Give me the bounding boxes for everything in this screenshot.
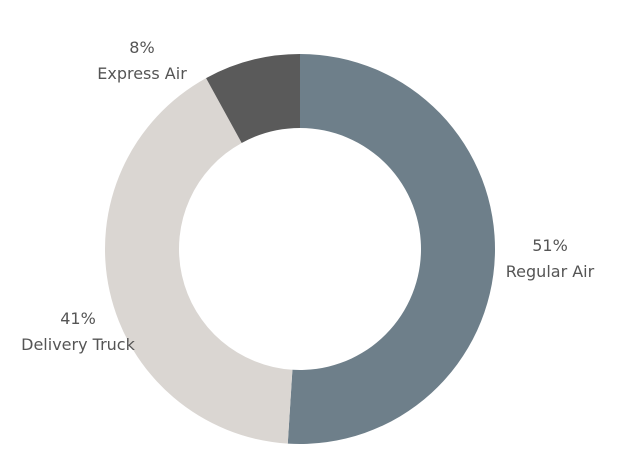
donut-slice-delivery-truck — [105, 78, 293, 444]
donut-slices — [105, 54, 496, 444]
slice-category-label-express-air: Express Air — [97, 64, 187, 83]
slice-value-label-express-air: 8% — [129, 38, 154, 57]
donut-slice-regular-air — [287, 54, 496, 444]
slice-category-label-regular-air: Regular Air — [506, 262, 595, 281]
slice-value-label-regular-air: 51% — [532, 236, 568, 255]
slice-category-label-delivery-truck: Delivery Truck — [21, 335, 135, 354]
donut-slice-express-air — [206, 54, 300, 143]
slice-value-label-delivery-truck: 41% — [60, 309, 96, 328]
